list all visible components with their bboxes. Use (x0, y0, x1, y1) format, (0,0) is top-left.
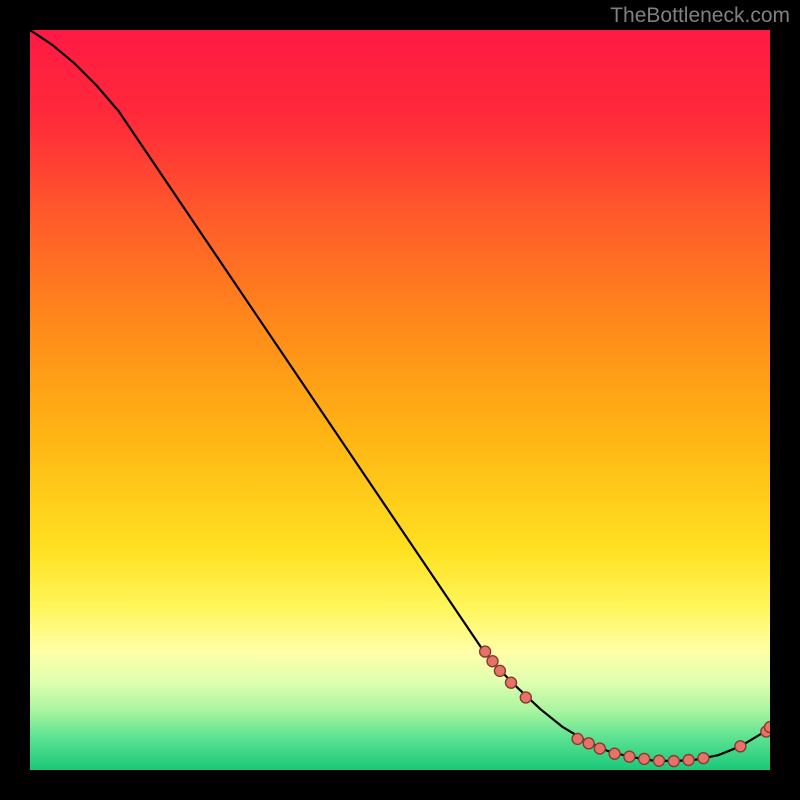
scatter-marker (668, 756, 679, 767)
scatter-marker (572, 733, 583, 744)
chart-container: TheBottleneck.com (0, 0, 800, 800)
scatter-marker (624, 751, 635, 762)
scatter-marker (487, 656, 498, 667)
scatter-marker (594, 743, 605, 754)
scatter-marker (480, 646, 491, 657)
scatter-marker (583, 738, 594, 749)
scatter-marker (520, 692, 531, 703)
scatter-marker (735, 741, 746, 752)
plot-svg (30, 30, 770, 770)
scatter-marker (639, 753, 650, 764)
plot-background (30, 30, 770, 770)
scatter-marker (609, 748, 620, 759)
scatter-marker (683, 755, 694, 766)
scatter-marker (654, 755, 665, 766)
attribution-text: TheBottleneck.com (610, 4, 790, 28)
scatter-marker (765, 722, 771, 733)
scatter-marker (698, 753, 709, 764)
scatter-marker (506, 677, 517, 688)
scatter-marker (494, 665, 505, 676)
plot-area (30, 30, 770, 770)
